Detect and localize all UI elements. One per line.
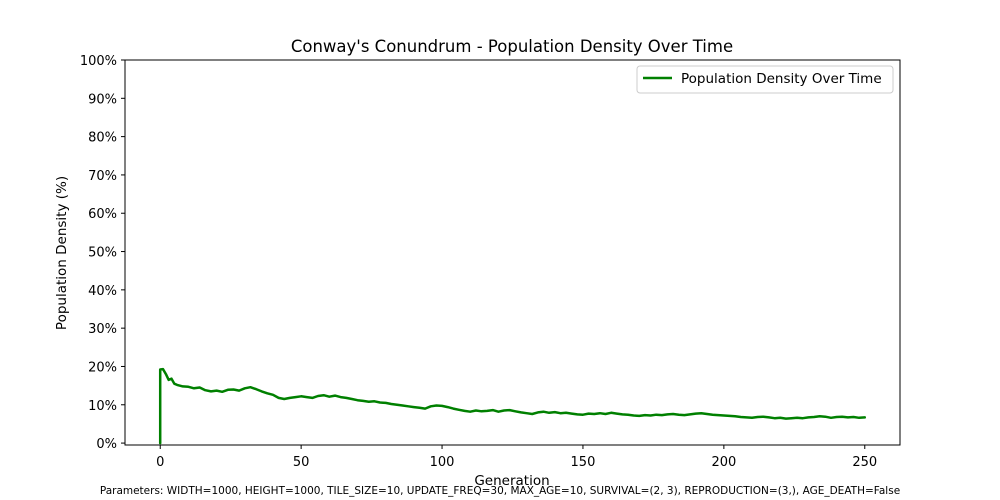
series-line-population-density (158, 367, 867, 445)
plot-frame (124, 59, 901, 446)
axes: 0 50 100 150 200 250 0% 10% 20% 30% 40% 50% 60% 70% 80… (80, 54, 877, 470)
x-tick-label: 0 (156, 455, 164, 470)
x-tick-label: 100 (430, 455, 455, 470)
parameters-footer: Parameters: WIDTH=1000, HEIGHT=1000, TIL… (99, 485, 901, 497)
y-tick-label: 60% (88, 207, 117, 222)
y-tick-label: 10% (88, 399, 117, 414)
y-tick-label: 90% (88, 92, 117, 107)
x-tick-label: 50 (293, 455, 310, 470)
y-tick-label: 20% (88, 360, 117, 375)
y-tick-label: 40% (88, 284, 117, 299)
y-tick-label: 100% (80, 54, 117, 69)
legend-entry-population-density: Population Density Over Time (681, 71, 882, 87)
chart-title: Conway's Conundrum - Population Density … (291, 37, 733, 56)
series-layer (158, 367, 867, 445)
y-tick-label: 80% (88, 131, 117, 146)
x-tick-label: 250 (852, 455, 877, 470)
y-tick-label: 50% (88, 246, 117, 261)
x-axis-label: Generation (474, 473, 549, 489)
legend-box (636, 65, 894, 94)
y-tick-label: 0% (96, 437, 117, 452)
y-tick-label: 70% (88, 169, 117, 184)
x-tick-label: 200 (711, 455, 736, 470)
legend: Population Density Over Time (636, 65, 894, 94)
y-tick-label: 30% (88, 322, 117, 337)
y-axis-label: Population Density (%) (54, 176, 70, 330)
x-tick-label: 150 (571, 455, 596, 470)
